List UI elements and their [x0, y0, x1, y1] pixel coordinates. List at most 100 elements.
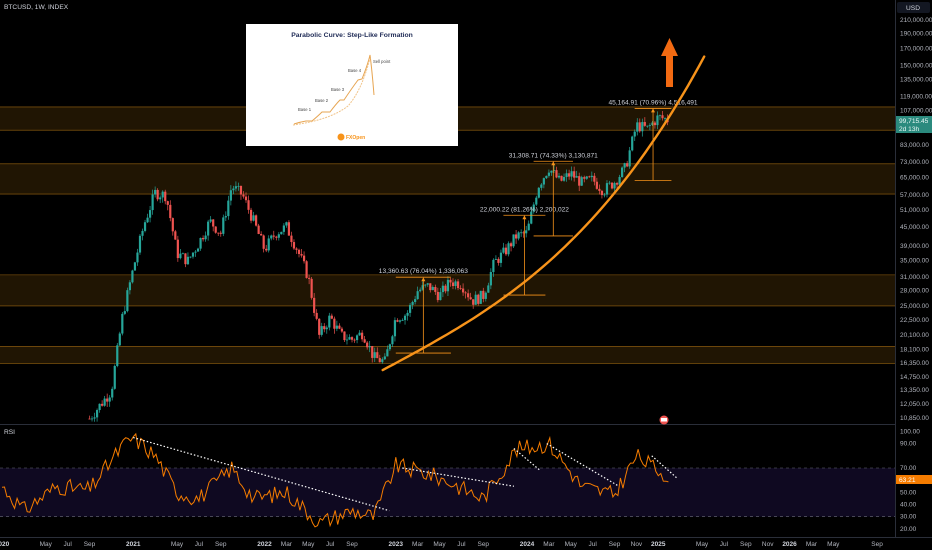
candle-body — [282, 225, 285, 232]
price-axis-label: 83,000.00 — [900, 142, 929, 149]
candle-body — [156, 189, 159, 200]
candle-body — [345, 339, 349, 341]
candle-body — [489, 272, 492, 286]
time-axis-labels[interactable]: 2020 May Jul Sep 2021 May Jul Sep 2022 Mar May Jul S… — [0, 541, 883, 548]
candle-body — [174, 231, 177, 240]
price-axis-label: 150,000.00 — [900, 62, 932, 69]
candle-body — [350, 337, 354, 340]
candle-body — [497, 258, 500, 263]
candle-body — [108, 397, 111, 402]
measure-arrow-icon — [522, 215, 527, 220]
candle-body — [371, 345, 374, 358]
candle-body — [454, 281, 457, 287]
candle-body — [610, 182, 614, 189]
candles — [88, 111, 669, 422]
candle-body — [494, 258, 498, 260]
parabolic-curve-line — [381, 55, 706, 372]
time-axis-label: Sep — [346, 541, 358, 548]
candle-body — [603, 194, 606, 196]
price-axis-label: 170,000.00 — [900, 45, 932, 52]
price-axis-label: 28,000.00 — [900, 288, 929, 295]
price-axis-label: 10,850.00 — [900, 415, 929, 422]
candle-body — [439, 292, 442, 301]
inset-title: Parabolic Curve: Step-Like Formation — [291, 32, 413, 39]
candle-body — [605, 183, 609, 195]
candle-body — [514, 234, 518, 239]
candle-body — [143, 222, 147, 231]
candle-body — [204, 235, 207, 240]
candle-body — [353, 339, 356, 341]
candle-body — [401, 320, 404, 321]
candle-body — [595, 181, 598, 189]
price-axis-label: 73,000.00 — [900, 159, 929, 166]
candle-body — [348, 337, 351, 340]
time-axis-label: Nov — [762, 541, 774, 548]
inset-base-2: Base 2 — [315, 98, 329, 103]
currency-badge[interactable] — [897, 2, 930, 13]
candle-body — [244, 196, 248, 201]
candle-body — [164, 191, 167, 202]
price-axis-label: 107,000.00 — [900, 108, 932, 115]
candle-body — [449, 279, 452, 283]
price-axis-label: 12,050.00 — [900, 401, 929, 408]
candle-body — [557, 175, 561, 178]
candle-body — [403, 315, 407, 321]
candle-body — [121, 313, 124, 334]
candle-body — [260, 233, 263, 236]
candle-body — [340, 328, 344, 332]
time-axis-label: Jul — [589, 541, 598, 548]
inset-curve — [292, 57, 371, 126]
time-axis-label: Mar — [281, 541, 293, 548]
rsi-trendline — [513, 448, 541, 471]
candle-body — [467, 293, 470, 298]
candle-body — [323, 326, 326, 330]
candle-body — [426, 283, 429, 285]
candle-body — [522, 232, 525, 234]
candle-body — [386, 349, 389, 357]
candle-body — [335, 325, 338, 329]
candle-body — [201, 237, 205, 240]
candle-body — [217, 232, 220, 234]
candle-body — [101, 403, 104, 406]
candle-body — [103, 398, 106, 406]
price-axis[interactable] — [895, 0, 932, 537]
candle-body — [651, 122, 654, 126]
candle-body — [585, 176, 588, 179]
time-axis-label: 2020 — [0, 541, 10, 548]
candle-body — [209, 219, 212, 222]
candle-body — [441, 285, 444, 293]
time-axis-label: Nov — [631, 541, 643, 548]
candle-body — [133, 262, 137, 271]
price-axis-label: 16,350.00 — [900, 360, 929, 367]
candle-body — [618, 177, 621, 185]
candle-body — [169, 204, 172, 219]
candle-body — [583, 177, 586, 179]
inset-sell-label: Sell point — [373, 59, 391, 64]
measure-label: 13,360.63 (76.04%) 1,336,063 — [379, 268, 468, 275]
candle-body — [302, 255, 306, 262]
candle-body — [593, 175, 596, 182]
event-flag-icon[interactable] — [659, 415, 669, 425]
candle-body — [310, 278, 313, 298]
candle-body — [568, 173, 571, 177]
candle-body — [424, 284, 427, 286]
candle-body — [363, 339, 366, 343]
time-axis-label: May — [171, 541, 184, 548]
candle-body — [436, 291, 439, 301]
candle-body — [381, 359, 384, 363]
candle-body — [643, 122, 646, 126]
rsi-axis-label: 30.00 — [900, 514, 917, 521]
rsi-value-tag — [896, 475, 932, 484]
candle-body — [320, 326, 323, 335]
rsi-title: RSI — [4, 429, 15, 436]
time-axis-label: Jul — [326, 541, 335, 548]
candle-body — [628, 150, 631, 167]
candle-body — [355, 335, 359, 341]
candle-body — [95, 410, 99, 418]
candle-body — [411, 301, 414, 305]
candle-body — [287, 222, 291, 236]
candle-body — [431, 286, 434, 291]
symbol-title: BTCUSD, 1W, INDEX — [4, 4, 69, 11]
up-arrow-icon — [661, 38, 678, 87]
